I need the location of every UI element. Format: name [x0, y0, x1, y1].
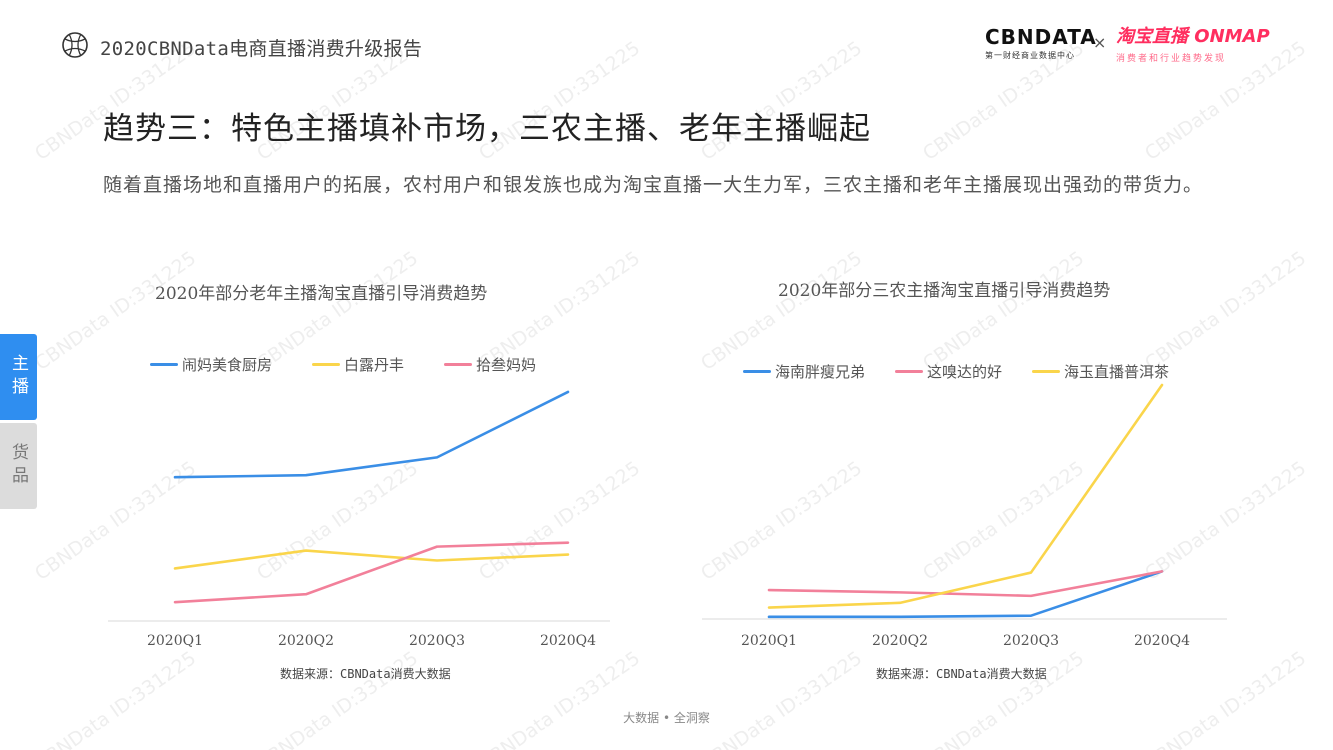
page-description: 随着直播场地和直播用户的拓展，农村用户和银发族也成为淘宝直播一大生力军，三农主播… [103, 174, 1204, 196]
legend-label: 闹妈美食厨房 [182, 356, 273, 374]
x-tick-label: 2020Q4 [1134, 633, 1190, 649]
legend-label: 白露丹丰 [344, 356, 405, 374]
tab-goods[interactable]: 货品 [0, 423, 37, 509]
chart-2-title: 2020年部分三农主播淘宝直播引导消费趋势 [778, 281, 1111, 301]
chart-1-svg: 2020Q1 2020Q2 2020Q3 2020Q4 [108, 390, 610, 649]
series-line [767, 570, 1164, 619]
legend-label: 拾叁妈妈 [476, 356, 537, 374]
watermark-text: CBNData ID:331225 [918, 647, 1089, 750]
chart-2-legend-item: 这嗅达的好 [895, 361, 1002, 382]
taobao-live-logo: 淘宝直播 ONMAP 消费者和行业趋势发现 [1116, 26, 1281, 65]
x-tick-label: 2020Q3 [1003, 633, 1059, 649]
chart-1: 2020Q1 2020Q2 2020Q3 2020Q4 [100, 370, 620, 660]
chart-1-legend-item: 拾叁妈妈 [444, 354, 536, 375]
cbndata-logo-text: CBNDATA [985, 25, 1097, 49]
watermark-text: CBNData ID:331225 [1140, 247, 1311, 375]
chart-2-source: 数据来源：CBNData消费大数据 [876, 667, 1047, 681]
watermark-text: CBNData ID:331225 [696, 247, 867, 375]
x-tick-label: 2020Q2 [278, 633, 334, 649]
chart-2: 2020Q1 2020Q2 2020Q3 2020Q4 [697, 370, 1237, 660]
chart-2-legend-item: 海玉直播普洱茶 [1032, 361, 1169, 382]
legend-swatch-icon [312, 363, 341, 366]
chart-1-legend: 闹妈美食厨房 白露丹丰 拾叁妈妈 [150, 354, 576, 375]
chart-2-svg: 2020Q1 2020Q2 2020Q3 2020Q4 [702, 383, 1227, 649]
cbndata-logo: CBNDATA 第一财经商业数据中心 [985, 25, 1097, 63]
watermark-text: CBNData ID:331225 [252, 647, 423, 750]
watermark-text: CBNData ID:331225 [696, 647, 867, 750]
chart-1-legend-item: 闹妈美食厨房 [150, 354, 272, 375]
legend-label: 海玉直播普洱茶 [1064, 363, 1170, 381]
legend-swatch-icon [1032, 370, 1061, 373]
watermark-text: CBNData ID:331225 [1140, 647, 1311, 750]
legend-swatch-icon [895, 370, 924, 373]
watermark-text: CBNData ID:331225 [474, 647, 645, 750]
cbndata-logo-subtitle: 第一财经商业数据中心 [985, 51, 1075, 60]
series-line [767, 383, 1164, 609]
globe-icon [62, 32, 88, 58]
chart-1-source: 数据来源：CBNData消费大数据 [280, 667, 451, 681]
chart-1-legend-item: 白露丹丰 [312, 354, 404, 375]
legend-swatch-icon [743, 370, 771, 373]
series-line [173, 390, 570, 479]
x-tick-label: 2020Q3 [409, 633, 465, 649]
logo-separator: × [1093, 33, 1107, 52]
x-tick-label: 2020Q1 [147, 633, 203, 649]
watermark-text: CBNData ID:331225 [30, 647, 201, 750]
taobao-live-logo-text: 淘宝直播 ONMAP [1116, 26, 1270, 47]
legend-swatch-icon [150, 363, 178, 366]
watermark-text: CBNData ID:331225 [918, 247, 1089, 375]
legend-label: 海南胖瘦兄弟 [775, 363, 866, 381]
tab-anchor[interactable]: 主播 [0, 334, 37, 420]
chart-1-title: 2020年部分老年主播淘宝直播引导消费趋势 [155, 284, 488, 304]
legend-swatch-icon [444, 363, 473, 366]
report-title: 2020CBNData电商直播消费升级报告 [100, 38, 423, 60]
x-tick-label: 2020Q4 [540, 633, 596, 649]
series-line [173, 549, 570, 570]
page-title: 趋势三：特色主播填补市场，三农主播、老年主播崛起 [103, 111, 871, 147]
series-line [767, 570, 1164, 598]
x-tick-label: 2020Q2 [872, 633, 928, 649]
chart-2-legend-item: 海南胖瘦兄弟 [743, 361, 865, 382]
x-tick-label: 2020Q1 [741, 633, 797, 649]
legend-label: 这嗅达的好 [927, 363, 1003, 381]
footer-slogan: 大数据 • 全洞察 [623, 711, 710, 725]
series-line [173, 541, 570, 604]
taobao-live-logo-subtitle: 消费者和行业趋势发现 [1116, 54, 1227, 64]
chart-2-legend: 海南胖瘦兄弟 这嗅达的好 海玉直播普洱茶 [743, 361, 1209, 382]
